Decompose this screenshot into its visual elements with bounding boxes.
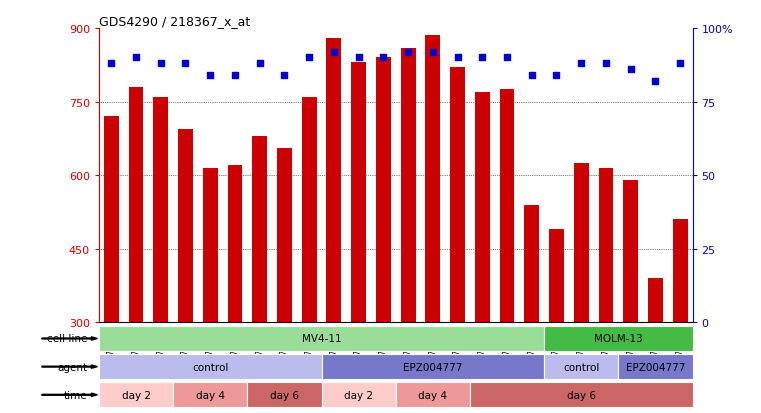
Point xyxy=(279,73,291,79)
Bar xyxy=(321,354,544,380)
Bar xyxy=(475,93,489,323)
Bar xyxy=(450,68,465,323)
Bar xyxy=(99,354,321,380)
Point xyxy=(180,61,192,67)
Point xyxy=(253,61,266,67)
Text: day 6: day 6 xyxy=(270,390,299,400)
Text: GDS4290 / 218367_x_at: GDS4290 / 218367_x_at xyxy=(99,15,250,28)
Point xyxy=(229,73,241,79)
Text: EPZ004777: EPZ004777 xyxy=(403,362,463,372)
Point xyxy=(427,49,439,56)
Bar xyxy=(400,48,416,323)
Bar xyxy=(623,180,638,323)
Point xyxy=(550,73,562,79)
Bar xyxy=(321,382,396,408)
Bar xyxy=(574,164,588,323)
Point xyxy=(204,73,216,79)
Point xyxy=(105,61,117,67)
Point xyxy=(130,55,142,62)
Text: day 6: day 6 xyxy=(567,390,596,400)
Bar xyxy=(351,63,366,323)
Point xyxy=(402,49,414,56)
Bar xyxy=(202,169,218,323)
Text: cell line: cell line xyxy=(47,334,88,344)
Text: control: control xyxy=(192,362,228,372)
Bar xyxy=(129,88,143,323)
Bar xyxy=(154,97,168,323)
Bar xyxy=(549,230,564,323)
Bar xyxy=(228,166,242,323)
Bar xyxy=(326,39,341,323)
Text: day 2: day 2 xyxy=(344,390,373,400)
Text: day 4: day 4 xyxy=(419,390,447,400)
Text: control: control xyxy=(563,362,600,372)
Bar xyxy=(103,117,119,323)
Point xyxy=(328,49,340,56)
Point xyxy=(303,55,315,62)
Bar xyxy=(544,326,693,351)
Bar xyxy=(252,137,267,323)
Bar xyxy=(524,205,539,323)
Point xyxy=(526,73,538,79)
Bar xyxy=(301,97,317,323)
Bar xyxy=(376,58,390,323)
Text: MV4-11: MV4-11 xyxy=(301,334,342,344)
Bar xyxy=(598,169,613,323)
Point xyxy=(575,61,587,67)
Point xyxy=(501,55,513,62)
Bar xyxy=(648,278,663,323)
Bar xyxy=(99,326,544,351)
Point xyxy=(674,61,686,67)
Bar xyxy=(174,382,247,408)
Bar xyxy=(277,149,291,323)
Text: time: time xyxy=(64,390,88,400)
Bar xyxy=(470,382,693,408)
Text: MOLM-13: MOLM-13 xyxy=(594,334,643,344)
Point xyxy=(600,61,612,67)
Bar xyxy=(425,36,440,323)
Point xyxy=(625,67,637,74)
Point xyxy=(154,61,167,67)
Bar xyxy=(544,354,618,380)
Point xyxy=(451,55,463,62)
Point xyxy=(352,55,365,62)
Text: day 2: day 2 xyxy=(122,390,151,400)
Bar xyxy=(499,90,514,323)
Bar xyxy=(247,382,321,408)
Text: agent: agent xyxy=(57,362,88,372)
Bar xyxy=(396,382,470,408)
Point xyxy=(649,78,661,85)
Bar xyxy=(618,354,693,380)
Point xyxy=(476,55,489,62)
Text: EPZ004777: EPZ004777 xyxy=(626,362,685,372)
Bar xyxy=(673,220,687,323)
Text: day 4: day 4 xyxy=(196,390,224,400)
Bar xyxy=(99,382,174,408)
Point xyxy=(377,55,390,62)
Bar xyxy=(178,129,193,323)
